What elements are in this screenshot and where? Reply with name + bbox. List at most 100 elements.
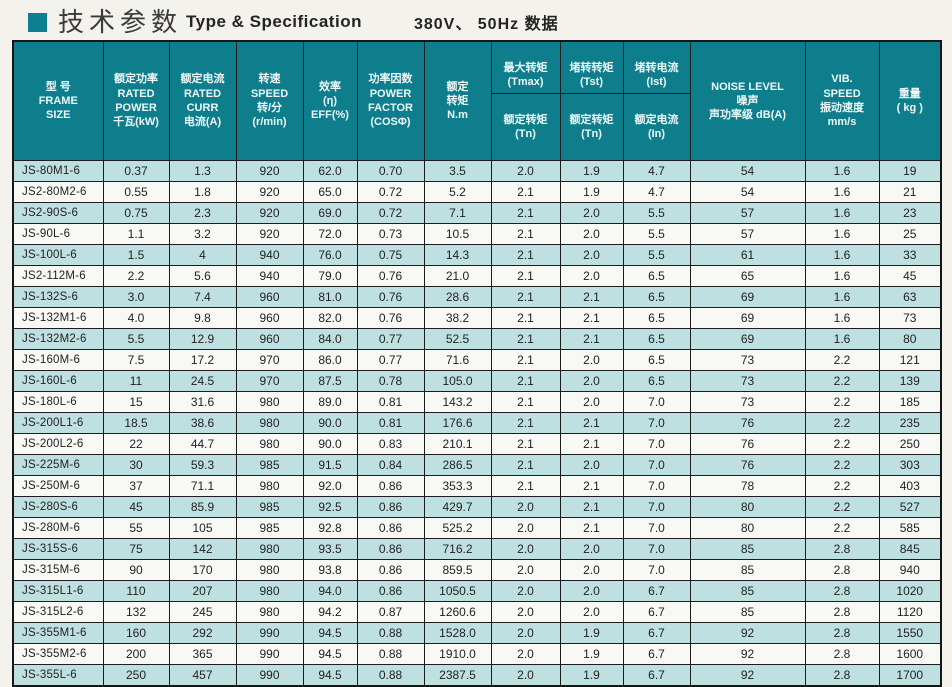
value-cell: 2.1 [559,474,624,497]
value-cell: 207 [168,579,237,602]
value-cell: 92.5 [302,495,358,518]
value-cell: 73 [689,348,806,371]
frame-size-cell: JS-80M1-6 [12,159,104,182]
value-cell: 980 [235,600,304,623]
value-cell: 303 [878,453,942,476]
value-cell: 250 [878,432,942,455]
value-cell: 0.88 [356,642,425,665]
value-cell: 79.0 [302,264,358,287]
frame-size-cell: JS-280S-6 [12,495,104,518]
value-cell: 22 [102,432,170,455]
value-cell: 1.9 [559,180,624,203]
value-cell: 54 [689,180,806,203]
value-cell: 6.7 [622,642,691,665]
value-cell: 0.72 [356,201,425,224]
value-cell: 429.7 [423,495,492,518]
value-cell: 84.0 [302,327,358,350]
value-cell: 2.2 [804,474,880,497]
value-cell: 2.2 [102,264,170,287]
frame-size-cell: JS-315L2-6 [12,600,104,623]
frame-size-cell: JS-250M-6 [12,474,104,497]
table-row: JS-315S-6 75 142 980 93.5 0.86 716.2 2.0 2.0 7.0 8… [12,537,942,560]
table-row: JS-132M1-6 4.0 9.8 960 82.0 0.76 38.2 2.1 2.1 6.5… [12,306,942,329]
value-cell: 1.9 [559,621,624,644]
value-cell: 90.0 [302,432,358,455]
value-cell: 940 [878,558,942,581]
value-cell: 6.7 [622,663,691,687]
value-cell: 0.70 [356,159,425,182]
value-cell: 0.37 [102,159,170,182]
value-cell: 920 [235,201,304,224]
value-cell: 94.5 [302,621,358,644]
value-cell: 94.0 [302,579,358,602]
value-cell: 2.8 [804,642,880,665]
value-cell: 980 [235,579,304,602]
frame-size-cell: JS-180L-6 [12,390,104,413]
value-cell: 73 [878,306,942,329]
frame-size-cell: JS-132M1-6 [12,306,104,329]
value-cell: 52.5 [423,327,492,350]
value-cell: 2.1 [490,474,561,497]
value-cell: 23 [878,201,942,224]
frame-size-cell: JS2-112M-6 [12,264,104,287]
value-cell: 82.0 [302,306,358,329]
value-cell: 1700 [878,663,942,687]
value-cell: 990 [235,663,304,687]
value-cell: 2.1 [559,285,624,308]
value-cell: 17.2 [168,348,237,371]
value-cell: 76.0 [302,243,358,266]
value-cell: 0.88 [356,663,425,687]
value-cell: 7.0 [622,411,691,434]
value-cell: 21 [878,180,942,203]
value-cell: 2.1 [490,180,561,203]
value-cell: 985 [235,495,304,518]
col-header-tst-ratio: 堵转转矩 (Tst) 额定转矩 (Tn) [559,40,624,161]
value-cell: 4 [168,243,237,266]
ist-numerator: 堵转电流 (Ist) [623,56,690,95]
frame-size-cell: JS-90L-6 [12,222,104,245]
value-cell: 31.6 [168,390,237,413]
value-cell: 0.86 [356,495,425,518]
value-cell: 1.6 [804,327,880,350]
col-header-weight: 重量 ( kg ) [878,40,942,161]
col-header-power-factor: 功率因数 POWER FACTOR (COSΦ) [356,40,425,161]
value-cell: 0.86 [356,579,425,602]
value-cell: 1260.6 [423,600,492,623]
value-cell: 403 [878,474,942,497]
value-cell: 960 [235,306,304,329]
frame-size-cell: JS-100L-6 [12,243,104,266]
value-cell: 94.2 [302,600,358,623]
value-cell: 45 [878,264,942,287]
value-cell: 2.0 [490,642,561,665]
value-cell: 5.5 [102,327,170,350]
value-cell: 9.8 [168,306,237,329]
value-cell: 6.5 [622,369,691,392]
value-cell: 200 [102,642,170,665]
table-row: JS-160L-6 11 24.5 970 87.5 0.78 105.0 2.1 2.0 6.5… [12,369,942,392]
value-cell: 0.81 [356,411,425,434]
value-cell: 2.0 [559,264,624,287]
frame-size-cell: JS2-80M2-6 [12,180,104,203]
value-cell: 2.0 [559,453,624,476]
tmax-denominator: 额定转矩 (Tn) [503,113,548,141]
col-header-speed: 转速 SPEED 转/分 (r/min) [235,40,304,161]
value-cell: 86.0 [302,348,358,371]
value-cell: 7.0 [622,516,691,539]
value-cell: 2.3 [168,201,237,224]
value-cell: 1.6 [804,306,880,329]
value-cell: 2.1 [559,495,624,518]
value-cell: 7.0 [622,495,691,518]
value-cell: 2.0 [490,516,561,539]
value-cell: 33 [878,243,942,266]
value-cell: 2.2 [804,516,880,539]
value-cell: 91.5 [302,453,358,476]
value-cell: 81.0 [302,285,358,308]
table-row: JS-100L-6 1.5 4 940 76.0 0.75 14.3 2.1 2.0 5.5 61 1… [12,243,942,266]
value-cell: 76 [689,453,806,476]
value-cell: 0.83 [356,432,425,455]
value-cell: 105 [168,516,237,539]
value-cell: 7.0 [622,432,691,455]
value-cell: 90.0 [302,411,358,434]
value-cell: 525.2 [423,516,492,539]
value-cell: 57 [689,201,806,224]
